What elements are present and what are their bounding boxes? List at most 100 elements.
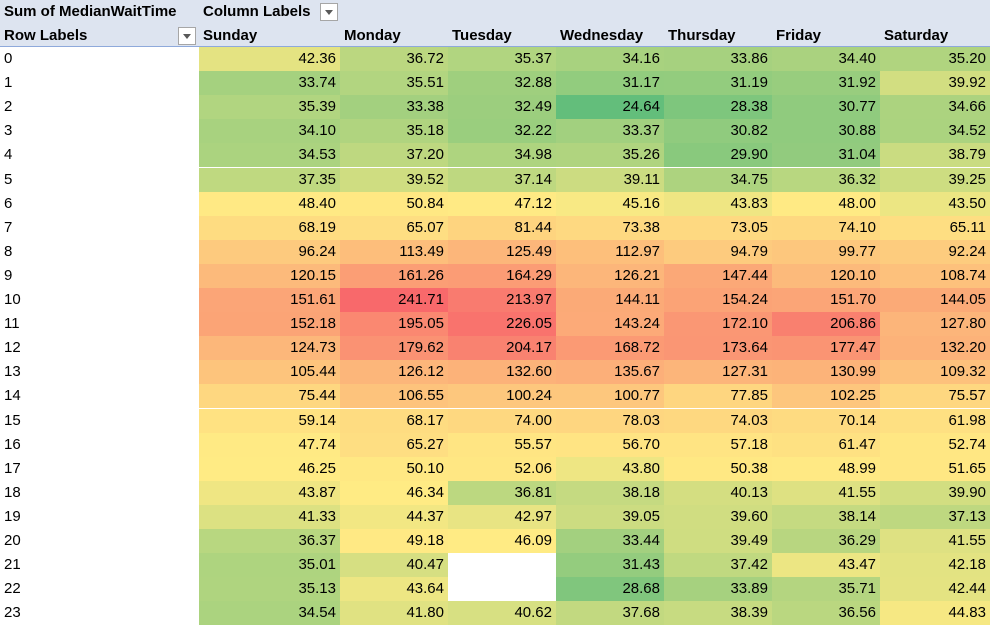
row-label[interactable]: 0	[0, 47, 199, 71]
values-field-label[interactable]: Sum of MedianWaitTime	[4, 3, 177, 20]
value-cell[interactable]: 126.12	[340, 360, 448, 384]
value-cell[interactable]: 37.42	[664, 553, 772, 577]
value-cell[interactable]: 36.72	[340, 47, 448, 71]
value-cell[interactable]: 108.74	[880, 264, 990, 288]
value-cell[interactable]: 109.32	[880, 360, 990, 384]
row-label[interactable]: 21	[0, 553, 199, 577]
value-cell[interactable]: 35.39	[199, 95, 340, 119]
value-cell[interactable]: 124.73	[199, 336, 340, 360]
value-cell[interactable]: 195.05	[340, 312, 448, 336]
value-cell[interactable]: 50.38	[664, 457, 772, 481]
row-label[interactable]: 9	[0, 264, 199, 288]
value-cell[interactable]: 45.16	[556, 192, 664, 216]
value-cell[interactable]: 35.26	[556, 143, 664, 167]
value-cell[interactable]: 56.70	[556, 433, 664, 457]
value-cell[interactable]: 120.15	[199, 264, 340, 288]
column-header-wednesday[interactable]: Wednesday	[560, 27, 644, 44]
value-cell[interactable]: 68.17	[340, 409, 448, 433]
value-cell[interactable]: 32.22	[448, 119, 556, 143]
value-cell[interactable]: 179.62	[340, 336, 448, 360]
row-label[interactable]: 17	[0, 457, 199, 481]
row-label[interactable]: 16	[0, 433, 199, 457]
row-label[interactable]: 2	[0, 95, 199, 119]
value-cell[interactable]: 31.17	[556, 71, 664, 95]
value-cell[interactable]: 206.86	[772, 312, 880, 336]
value-cell[interactable]: 30.82	[664, 119, 772, 143]
value-cell[interactable]: 46.34	[340, 481, 448, 505]
value-cell[interactable]: 31.19	[664, 71, 772, 95]
value-cell[interactable]: 37.68	[556, 601, 664, 625]
value-cell[interactable]: 73.05	[664, 216, 772, 240]
value-cell[interactable]: 34.66	[880, 95, 990, 119]
value-cell[interactable]: 24.64	[556, 95, 664, 119]
value-cell[interactable]: 42.97	[448, 505, 556, 529]
value-cell[interactable]: 106.55	[340, 384, 448, 408]
column-header-monday[interactable]: Monday	[344, 27, 401, 44]
value-cell[interactable]: 39.05	[556, 505, 664, 529]
row-label[interactable]: 6	[0, 192, 199, 216]
value-cell[interactable]: 147.44	[664, 264, 772, 288]
value-cell[interactable]: 37.14	[448, 168, 556, 192]
value-cell[interactable]: 37.35	[199, 168, 340, 192]
value-cell[interactable]: 41.55	[772, 481, 880, 505]
value-cell[interactable]: 43.83	[664, 192, 772, 216]
value-cell[interactable]: 59.14	[199, 409, 340, 433]
value-cell[interactable]: 39.52	[340, 168, 448, 192]
value-cell[interactable]: 34.75	[664, 168, 772, 192]
value-cell[interactable]: 40.47	[340, 553, 448, 577]
value-cell[interactable]: 32.49	[448, 95, 556, 119]
value-cell[interactable]: 38.79	[880, 143, 990, 167]
value-cell[interactable]: 35.01	[199, 553, 340, 577]
value-cell[interactable]: 144.11	[556, 288, 664, 312]
value-cell[interactable]: 42.44	[880, 577, 990, 601]
value-cell[interactable]: 34.98	[448, 143, 556, 167]
value-cell[interactable]: 34.10	[199, 119, 340, 143]
value-cell[interactable]: 61.47	[772, 433, 880, 457]
value-cell[interactable]: 39.92	[880, 71, 990, 95]
value-cell[interactable]: 43.47	[772, 553, 880, 577]
value-cell[interactable]: 33.38	[340, 95, 448, 119]
value-cell[interactable]: 168.72	[556, 336, 664, 360]
value-cell[interactable]: 70.14	[772, 409, 880, 433]
value-cell[interactable]: 50.10	[340, 457, 448, 481]
value-cell[interactable]: 33.74	[199, 71, 340, 95]
value-cell[interactable]: 39.90	[880, 481, 990, 505]
value-cell[interactable]: 135.67	[556, 360, 664, 384]
value-cell[interactable]: 173.64	[664, 336, 772, 360]
row-label[interactable]: 5	[0, 168, 199, 192]
value-cell[interactable]: 35.37	[448, 47, 556, 71]
column-header-tuesday[interactable]: Tuesday	[452, 27, 512, 44]
value-cell[interactable]: 102.25	[772, 384, 880, 408]
row-label[interactable]: 4	[0, 143, 199, 167]
value-cell[interactable]: 47.74	[199, 433, 340, 457]
value-cell[interactable]: 35.13	[199, 577, 340, 601]
value-cell[interactable]: 151.61	[199, 288, 340, 312]
value-cell[interactable]: 144.05	[880, 288, 990, 312]
value-cell[interactable]: 36.81	[448, 481, 556, 505]
row-label[interactable]: 23	[0, 601, 199, 625]
value-cell[interactable]: 48.00	[772, 192, 880, 216]
value-cell[interactable]: 35.20	[880, 47, 990, 71]
value-cell[interactable]: 226.05	[448, 312, 556, 336]
value-cell[interactable]: 34.40	[772, 47, 880, 71]
value-cell[interactable]: 75.57	[880, 384, 990, 408]
value-cell[interactable]: 43.64	[340, 577, 448, 601]
value-cell[interactable]: 36.29	[772, 529, 880, 553]
value-cell[interactable]: 74.10	[772, 216, 880, 240]
value-cell[interactable]	[448, 577, 556, 601]
value-cell[interactable]: 177.47	[772, 336, 880, 360]
value-cell[interactable]: 34.53	[199, 143, 340, 167]
value-cell[interactable]: 51.65	[880, 457, 990, 481]
row-label[interactable]: 3	[0, 119, 199, 143]
value-cell[interactable]: 78.03	[556, 409, 664, 433]
value-cell[interactable]: 43.87	[199, 481, 340, 505]
value-cell[interactable]: 96.24	[199, 240, 340, 264]
value-cell[interactable]: 31.43	[556, 553, 664, 577]
value-cell[interactable]: 55.57	[448, 433, 556, 457]
value-cell[interactable]: 164.29	[448, 264, 556, 288]
value-cell[interactable]: 132.60	[448, 360, 556, 384]
row-label[interactable]: 22	[0, 577, 199, 601]
value-cell[interactable]: 35.71	[772, 577, 880, 601]
value-cell[interactable]: 65.27	[340, 433, 448, 457]
value-cell[interactable]: 100.24	[448, 384, 556, 408]
